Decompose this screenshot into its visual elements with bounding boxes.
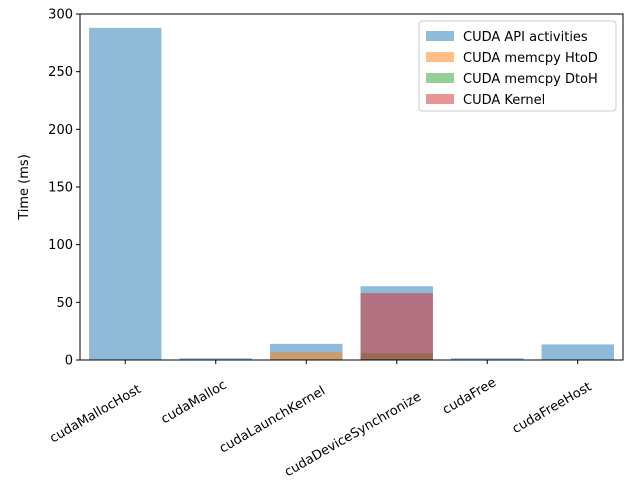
x-tick-label: cudaMalloc <box>159 378 230 428</box>
x-tick-label: cudaFreeHost <box>510 380 594 437</box>
bars-layer <box>89 27 614 361</box>
bar-3-3 <box>360 293 433 360</box>
y-tick-label: 300 <box>48 8 73 23</box>
legend-swatch <box>426 94 454 104</box>
x-tick-label: cudaMallocHost <box>47 382 143 446</box>
y-axis: 0 50 100 150 200 250 300 <box>48 8 80 369</box>
bar-1-2 <box>270 351 343 360</box>
y-tick-label: 200 <box>48 123 73 138</box>
y-tick-label: 100 <box>48 238 73 253</box>
x-tick-label: cudaLaunchKernel <box>217 384 328 457</box>
legend-label: CUDA API activities <box>463 30 588 45</box>
legend: CUDA API activities CUDA memcpy HtoD CUDA … <box>418 20 617 112</box>
bar-0-5 <box>541 344 614 360</box>
legend-swatch <box>426 73 454 83</box>
y-tick-label: 50 <box>56 296 73 311</box>
x-axis: cudaMallocHost cudaMalloccudaLaunchKernel… <box>47 360 594 480</box>
y-tick-label: 0 <box>65 354 73 369</box>
bar-0-1 <box>179 358 252 360</box>
legend-label: CUDA memcpy DtoH <box>463 72 598 87</box>
legend-label: CUDA Kernel <box>463 93 545 108</box>
legend-swatch <box>426 52 454 62</box>
legend-label: CUDA memcpy HtoD <box>463 51 598 66</box>
y-tick-label: 250 <box>48 65 73 80</box>
bar-0-4 <box>451 358 524 360</box>
legend-box <box>418 20 617 112</box>
legend-swatch <box>426 31 454 41</box>
y-tick-label: 150 <box>48 181 73 196</box>
bar-0-0 <box>89 27 162 361</box>
x-tick-label: cudaFree <box>440 375 499 418</box>
y-axis-label: Time (ms) <box>17 154 32 221</box>
